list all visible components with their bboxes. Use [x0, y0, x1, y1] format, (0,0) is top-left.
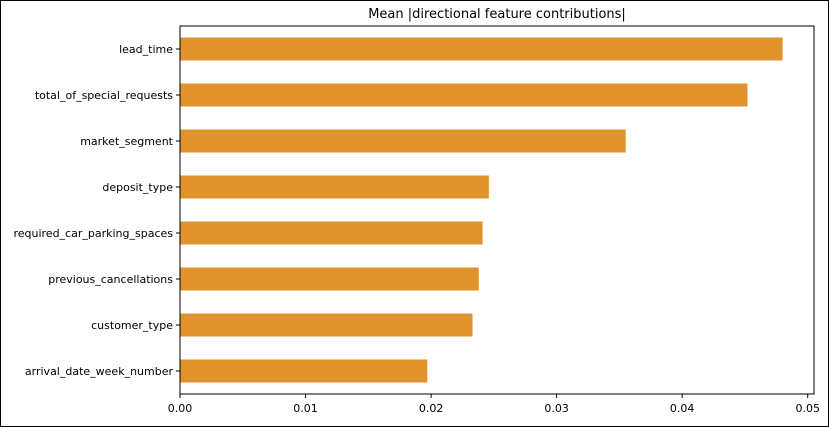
y-tick-label: required_car_parking_spaces [13, 227, 173, 240]
x-tick-label: 0.04 [670, 402, 695, 415]
bar-previous-cancellations [180, 267, 479, 291]
bar-lead-time [180, 37, 783, 61]
y-tick-label: lead_time [119, 43, 173, 56]
x-ticks: 0.00 0.01 0.02 0.03 0.04 0.05 [168, 394, 820, 415]
y-tick-label: previous_cancellations [48, 273, 173, 286]
y-tick-label: deposit_type [102, 181, 173, 194]
x-tick-label: 0.03 [544, 402, 569, 415]
bar-total-of-special-requests [180, 83, 748, 107]
y-tick-labels: lead_time total_of_special_requestsmarket… [13, 43, 180, 378]
y-tick-label: customer_type [91, 319, 173, 332]
y-tick-label: total_of_special_requests [35, 89, 173, 102]
bar-required-car-parking-spaces [180, 221, 483, 245]
bar-customer-type [180, 313, 473, 337]
y-tick-label: market_segment [80, 135, 173, 148]
bars-group [180, 37, 783, 383]
x-tick-label: 0.05 [795, 402, 820, 415]
x-tick-label: 0.01 [293, 402, 318, 415]
x-tick-label: 0.02 [419, 402, 444, 415]
x-tick-label: 0.00 [168, 402, 193, 415]
bar-arrival-date-week-number [180, 359, 428, 383]
y-tick-label: arrival_date_week_number [25, 365, 174, 378]
plot-area-border [179, 25, 815, 395]
bar-market-segment [180, 129, 626, 153]
bar-deposit-type [180, 175, 489, 199]
chart-title: Mean |directional feature contributions| [368, 7, 626, 22]
